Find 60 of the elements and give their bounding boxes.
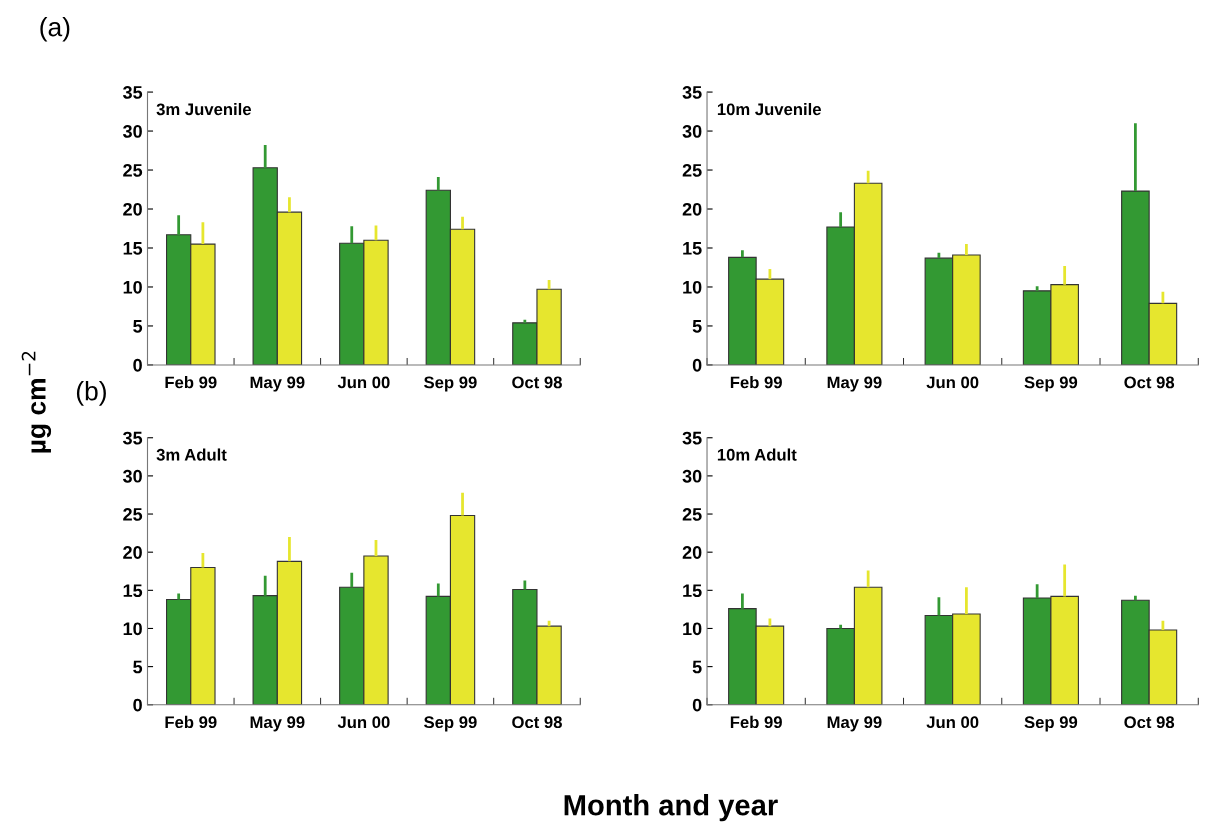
x-tick-label: May 99 <box>827 376 882 392</box>
y-tick-label: 25 <box>123 507 143 521</box>
y-tick-label: 5 <box>133 320 143 333</box>
text: 10m Adult <box>717 448 797 461</box>
x-tick-label: Sep 99 <box>1024 716 1078 732</box>
x-axis-title: Month and year <box>564 794 778 822</box>
y-tick-label: 25 <box>682 163 702 177</box>
y-tick-label: 20 <box>682 546 702 559</box>
y-tick-label: 0 <box>133 698 142 712</box>
x-tick-label: Oct 98 <box>1124 716 1175 729</box>
x-tick-label: Oct 98 <box>1124 376 1175 389</box>
x-tick-label: Feb 99 <box>730 376 782 389</box>
y-tick-label: 10 <box>683 622 702 636</box>
text: (b) <box>76 381 106 406</box>
y-tick-label: 30 <box>122 124 142 138</box>
y-tick-label: 25 <box>682 507 702 521</box>
y-tick-label: 35 <box>682 86 702 99</box>
y-tick-label: 30 <box>122 469 142 483</box>
x-tick-label: Jun 00 <box>337 716 390 729</box>
x-tick-label: Sep 99 <box>424 376 477 392</box>
x-tick-label: May 99 <box>250 716 305 732</box>
x-tick-label: Jun 00 <box>337 376 390 389</box>
y-tick-label: 25 <box>123 163 143 177</box>
y-tick-label: 30 <box>682 124 702 138</box>
x-tick-label: Jun 00 <box>926 716 979 729</box>
y-tick-label: 0 <box>133 358 142 372</box>
y-tick-label: 5 <box>692 320 702 333</box>
y-tick-label: 35 <box>682 431 702 445</box>
text: 10m Juvenile <box>717 102 821 116</box>
x-tick-label: Oct 98 <box>512 716 562 729</box>
y-tick-label: 35 <box>122 86 143 99</box>
y-tick-label: 15 <box>683 584 702 598</box>
x-tick-label: Jun 00 <box>926 376 979 389</box>
x-tick-label: May 99 <box>250 376 305 392</box>
y-tick-label: 0 <box>692 698 702 712</box>
y-tick-label: 5 <box>133 660 143 674</box>
text: (a) <box>40 17 70 42</box>
x-tick-label: Sep 99 <box>1024 376 1078 392</box>
y-tick-label: 10 <box>123 622 142 636</box>
y-tick-label: 20 <box>682 202 702 216</box>
y-tick-label: 20 <box>123 202 142 216</box>
x-tick-label: Feb 99 <box>165 715 217 729</box>
y-tick-label: 5 <box>692 660 702 674</box>
y-axis-title: µg cm$^{−2}$ <box>21 351 52 453</box>
x-tick-label: Sep 99 <box>424 716 477 732</box>
y-tick-label: 30 <box>682 469 702 483</box>
y-tick-label: 10 <box>123 280 142 294</box>
y-tick-label: 20 <box>123 546 142 559</box>
x-tick-label: Feb 99 <box>165 376 217 389</box>
y-tick-label: 15 <box>683 242 702 255</box>
x-tick-label: Oct 98 <box>512 376 562 389</box>
text: 3m Adult <box>156 448 227 461</box>
y-tick-label: 0 <box>692 358 702 372</box>
y-tick-label: 15 <box>123 242 143 255</box>
x-tick-label: Feb 99 <box>730 715 782 729</box>
y-tick-label: 10 <box>683 280 702 294</box>
y-tick-label: 15 <box>123 584 143 598</box>
text: 3m Juvenile <box>156 102 251 116</box>
y-tick-label: 35 <box>122 431 143 445</box>
x-tick-label: May 99 <box>827 716 882 732</box>
